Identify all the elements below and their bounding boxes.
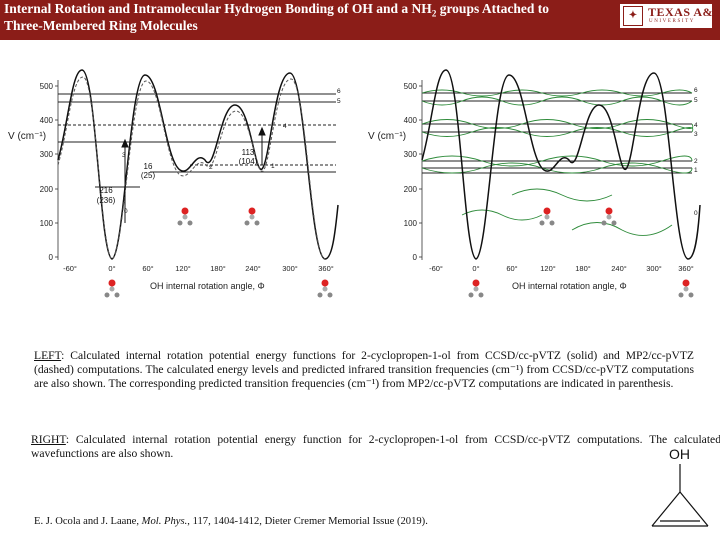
x-tick: 180° (575, 264, 591, 273)
right-wavefunction-plot: 500 400 300 200 100 0 V (cm⁻¹) 6 5 4 3 2… (368, 69, 701, 298)
transition-arrows (121, 126, 266, 223)
level-label: 4 (694, 122, 698, 129)
atm-mark-icon: ✦ (623, 6, 643, 26)
y-tick: 400 (40, 116, 54, 125)
x-tick: 0° (108, 264, 115, 273)
y-axis-right (419, 80, 423, 260)
x-tick: -60° (429, 264, 443, 273)
title-line-1: Internal Rotation and Intramolecular Hyd… (4, 1, 549, 19)
molecule-icon (317, 279, 333, 298)
y-tick: 0 (413, 253, 418, 262)
cyclopropenol-structure: OH (651, 446, 709, 527)
molecule-icon (539, 207, 555, 226)
annotation-16: 16 (144, 162, 153, 171)
wavefunction (571, 222, 673, 236)
level-label: 5 (337, 98, 341, 105)
molecule-icon (177, 207, 193, 226)
wavefunctions (421, 89, 694, 236)
bond-line (679, 491, 709, 527)
x-tick: 120° (540, 264, 556, 273)
logo-name: TEXAS A&M (648, 5, 720, 19)
level-label: 6 (337, 88, 341, 95)
x-axis-label: OH internal rotation angle, Φ (512, 281, 627, 291)
wavefunction (421, 127, 694, 137)
logo-sub: UNIVERSITY (649, 19, 695, 24)
level-label: 6 (694, 87, 698, 94)
wavefunction (461, 209, 543, 221)
level-label: 2 (694, 158, 698, 165)
level-label: 1 (271, 163, 275, 170)
level-label: 3 (694, 131, 698, 138)
x-tick: 180° (210, 264, 226, 273)
left-potential-plot: 500 400 300 200 100 0 V (cm⁻¹) 216 (236)… (8, 69, 341, 298)
right-caption: RIGHT: Calculated internal rotation pote… (31, 433, 720, 460)
energy-levels (422, 92, 692, 174)
level-label: 0 (124, 208, 128, 215)
x-axis-label: OH internal rotation angle, Φ (150, 281, 265, 291)
wavefunction (421, 89, 693, 97)
level-label: 3 (122, 152, 126, 159)
level-label: 1 (694, 167, 698, 174)
y-tick: 500 (40, 82, 54, 91)
y-axis-label: V (cm⁻¹) (368, 131, 406, 142)
y-axis-label: V (cm⁻¹) (8, 131, 46, 142)
title-line-2: Three-Membered Ring Molecules (4, 18, 198, 33)
oh-label: OH (669, 446, 690, 462)
molecule-icon (244, 207, 260, 226)
x-tick: 300° (282, 264, 298, 273)
wavefunction (421, 155, 693, 167)
x-tick: 0° (472, 264, 479, 273)
wavefunction (421, 96, 693, 106)
potential-curve-solid (421, 69, 701, 260)
molecule-icon (678, 279, 694, 298)
annotation-236: (236) (97, 196, 116, 205)
level-label: 4 (283, 123, 287, 130)
x-tick: 60° (142, 264, 153, 273)
molecule-icon (468, 279, 484, 298)
y-tick: 100 (404, 219, 418, 228)
annotation-25: (25) (141, 171, 156, 180)
y-tick: 200 (40, 185, 54, 194)
annotation-113: 113 (242, 148, 255, 157)
x-tick: 300° (646, 264, 662, 273)
annotation-104: (104) (239, 157, 258, 166)
x-tick: -60° (63, 264, 77, 273)
university-logo: ✦ TEXAS A&M UNIVERSITY (620, 4, 720, 28)
potential-curve-solid (57, 69, 339, 260)
x-tick: 240° (245, 264, 261, 273)
slide-header: Internal Rotation and Intramolecular Hyd… (0, 0, 720, 40)
y-tick: 100 (40, 219, 54, 228)
molecule-icon (104, 279, 120, 298)
level-label: 5 (694, 97, 698, 104)
potential-curve-dashed (57, 76, 326, 260)
bond-line (651, 491, 681, 527)
y-tick: 400 (404, 116, 418, 125)
annotation-216: 216 (99, 186, 113, 195)
x-tick: 360° (678, 264, 694, 273)
level-label: 0 (694, 210, 698, 217)
y-tick: 0 (49, 253, 54, 262)
x-tick: 120° (175, 264, 191, 273)
x-tick: 360° (318, 264, 334, 273)
y-axis-left (55, 80, 59, 260)
wavefunction (421, 162, 693, 174)
y-tick: 300 (40, 150, 54, 159)
y-tick: 500 (404, 82, 418, 91)
energy-levels (58, 93, 336, 188)
level-label: 2 (209, 164, 213, 171)
y-tick: 300 (404, 150, 418, 159)
wavefunction (511, 188, 613, 202)
y-tick: 200 (404, 185, 418, 194)
citation: E. J. Ocola and J. Laane, Mol. Phys., 11… (34, 516, 428, 527)
molecule-icon (601, 207, 617, 226)
x-tick: 60° (506, 264, 517, 273)
wavefunction (421, 119, 694, 129)
x-tick: 240° (611, 264, 627, 273)
left-caption: LEFT: Calculated internal rotation poten… (34, 349, 694, 390)
